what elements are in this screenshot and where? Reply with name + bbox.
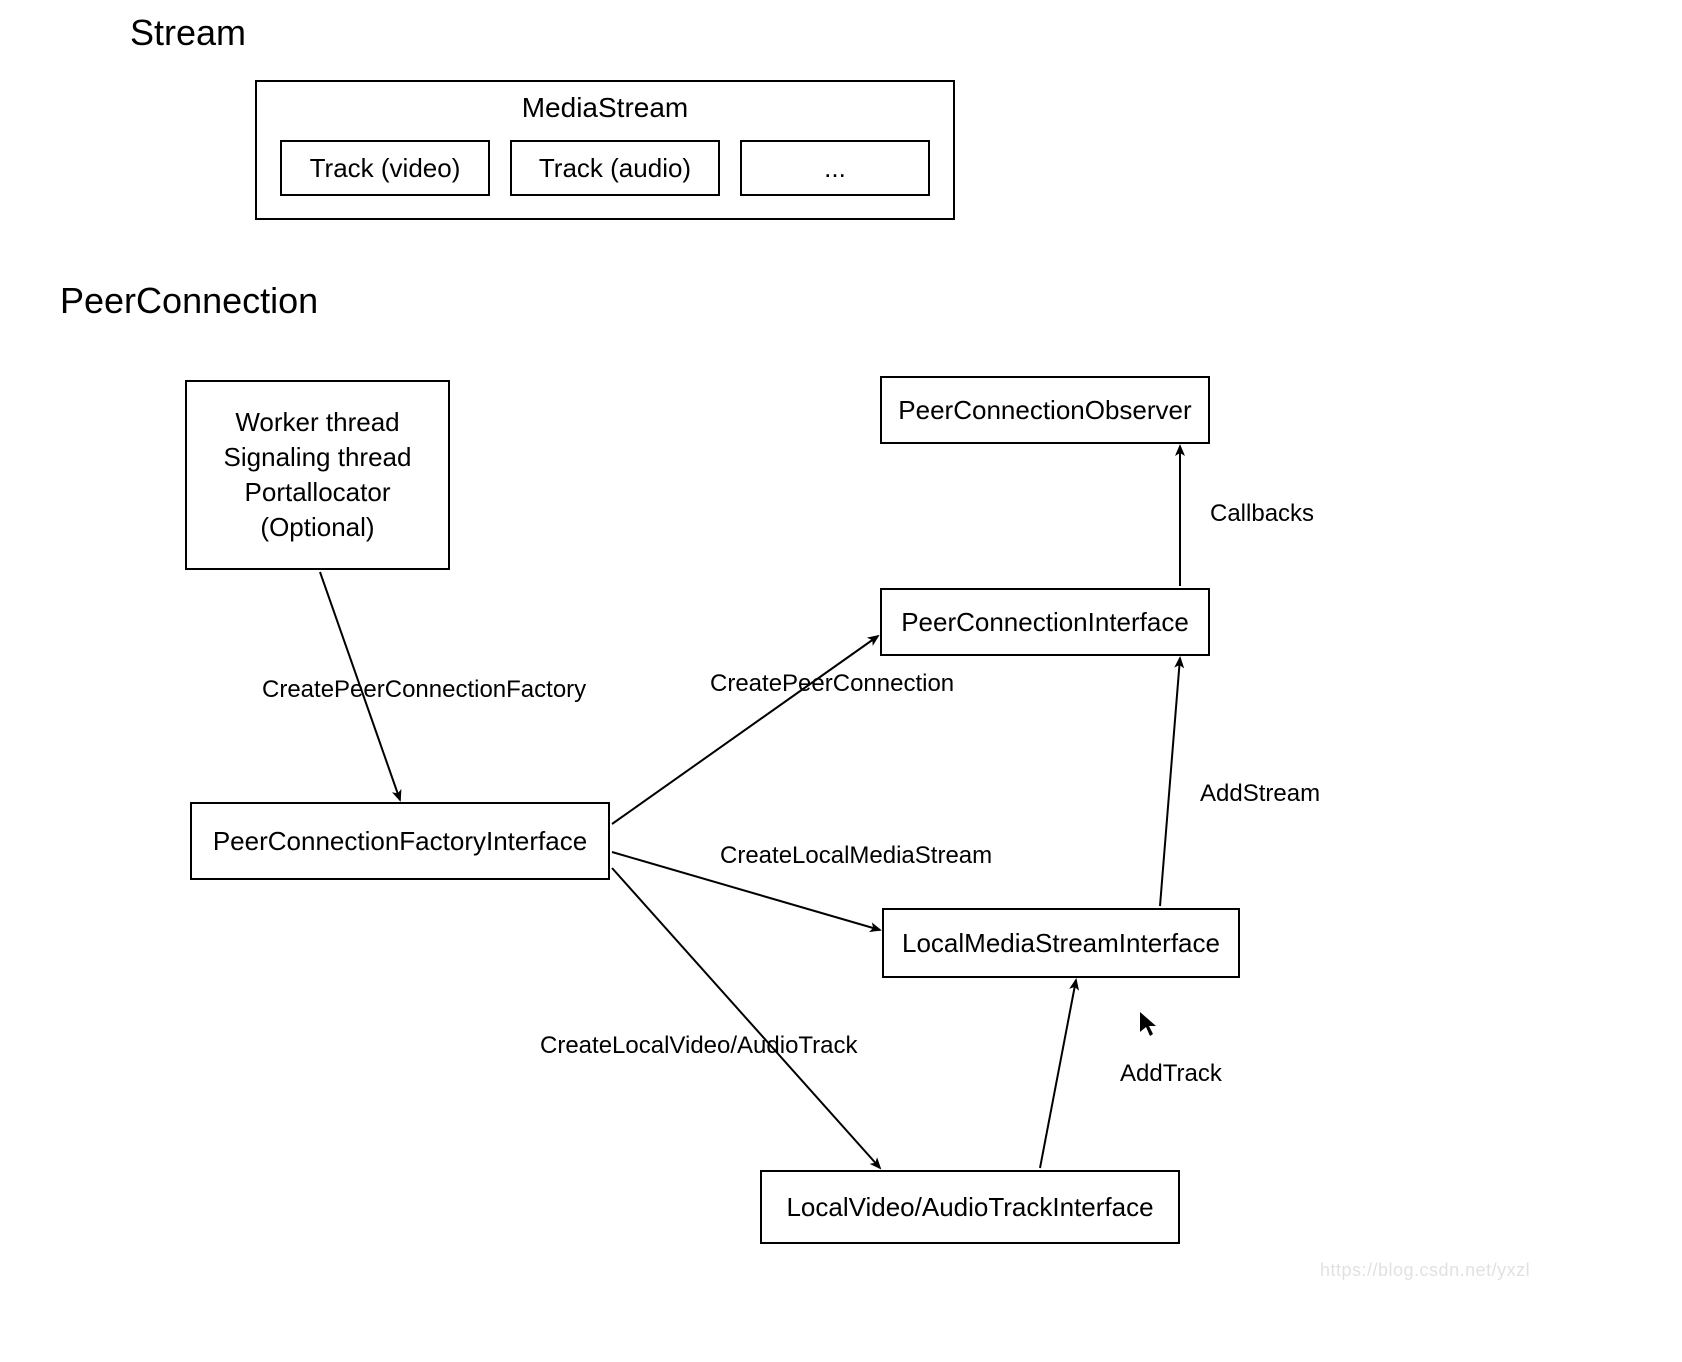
edge-e7-label: Callbacks xyxy=(1210,500,1314,528)
heading-stream: Stream xyxy=(130,12,246,54)
node-pcobserver-label: PeerConnectionObserver xyxy=(898,395,1191,426)
node-track-more-label: ... xyxy=(824,153,846,184)
node-pcobserver: PeerConnectionObserver xyxy=(880,376,1210,444)
edge-e2-label: CreatePeerConnection xyxy=(710,670,954,698)
cursor-icon xyxy=(1138,1010,1160,1043)
node-track-video-label: Track (video) xyxy=(310,153,461,184)
node-worker: Worker thread Signaling thread Portalloc… xyxy=(185,380,450,570)
edge-e4-label: CreateLocalVideo/AudioTrack xyxy=(540,1032,858,1060)
node-worker-line-3: (Optional) xyxy=(195,510,440,545)
edge-e3-label: CreateLocalMediaStream xyxy=(720,842,992,870)
edge-e5-line xyxy=(1040,980,1076,1168)
diagram-canvas: Stream PeerConnection MediaStream Track … xyxy=(0,0,1682,1362)
node-worker-line-1: Signaling thread xyxy=(195,440,440,475)
node-track-more: ... xyxy=(740,140,930,196)
watermark-text: https://blog.csdn.net/yxzl xyxy=(1320,1260,1530,1281)
node-mediastream-label: MediaStream xyxy=(257,92,953,124)
node-worker-line-0: Worker thread xyxy=(195,405,440,440)
node-pcinterface-label: PeerConnectionInterface xyxy=(901,607,1189,638)
node-worker-lines: Worker thread Signaling thread Portalloc… xyxy=(195,405,440,545)
node-track-audio: Track (audio) xyxy=(510,140,720,196)
edge-e4-line xyxy=(612,868,880,1168)
node-worker-line-2: Portallocator xyxy=(195,475,440,510)
node-localmedia-label: LocalMediaStreamInterface xyxy=(902,928,1220,959)
node-pcinterface: PeerConnectionInterface xyxy=(880,588,1210,656)
node-pcfactory-label: PeerConnectionFactoryInterface xyxy=(213,826,587,857)
edge-e1-label: CreatePeerConnectionFactory xyxy=(262,676,586,704)
node-pcfactory: PeerConnectionFactoryInterface xyxy=(190,802,610,880)
node-track-audio-label: Track (audio) xyxy=(539,153,691,184)
edge-e6-line xyxy=(1160,658,1180,906)
edge-e5-label: AddTrack xyxy=(1120,1060,1222,1088)
node-track-video: Track (video) xyxy=(280,140,490,196)
edge-e6-label: AddStream xyxy=(1200,780,1320,808)
edge-e2-line xyxy=(612,636,878,824)
node-localmedia: LocalMediaStreamInterface xyxy=(882,908,1240,978)
node-localtrack: LocalVideo/AudioTrackInterface xyxy=(760,1170,1180,1244)
node-localtrack-label: LocalVideo/AudioTrackInterface xyxy=(786,1192,1153,1223)
heading-peerconnection: PeerConnection xyxy=(60,280,318,322)
